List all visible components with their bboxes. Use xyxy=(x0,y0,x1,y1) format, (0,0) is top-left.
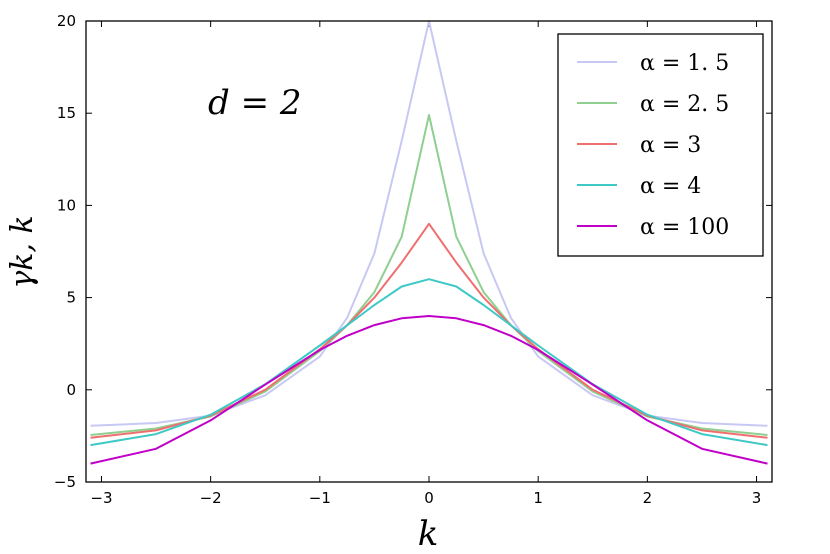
legend-label: α = 100 xyxy=(640,215,729,240)
series-line xyxy=(90,114,768,436)
y-tick-label: 5 xyxy=(66,289,76,307)
y-tick-label: 15 xyxy=(57,104,76,122)
x-tick-label: 1 xyxy=(533,489,543,507)
y-tick-label: 20 xyxy=(57,12,76,30)
x-tick-label: 0 xyxy=(424,489,434,507)
legend-label: α = 2. 5 xyxy=(640,92,729,117)
y-tick-label: −5 xyxy=(54,473,76,491)
plot-frame xyxy=(85,20,773,483)
x-tick-label: −2 xyxy=(200,489,222,507)
series-line xyxy=(90,222,768,439)
series-line xyxy=(90,315,768,465)
y-tick-label: 10 xyxy=(57,196,76,214)
x-tick-label: 2 xyxy=(643,489,653,507)
x-tick-label: 3 xyxy=(752,489,762,507)
legend: α = 1. 5 α = 2. 5 α = 3 α = 4 α = 100 xyxy=(557,33,764,257)
legend-items: α = 1. 5 α = 2. 5 α = 3 α = 4 α = 100 xyxy=(577,51,729,240)
legend-label: α = 3 xyxy=(640,133,701,158)
x-tick-label: −1 xyxy=(309,489,331,507)
x-axis-label: k xyxy=(418,514,439,554)
y-axis-label: γk, k xyxy=(5,215,40,288)
x-tick-label: −3 xyxy=(90,489,112,507)
legend-label: α = 1. 5 xyxy=(640,51,729,76)
annotation: d = 2 xyxy=(208,83,302,123)
legend-label: α = 4 xyxy=(640,174,701,199)
series-line xyxy=(90,278,768,447)
y-tick-label: 0 xyxy=(66,381,76,399)
